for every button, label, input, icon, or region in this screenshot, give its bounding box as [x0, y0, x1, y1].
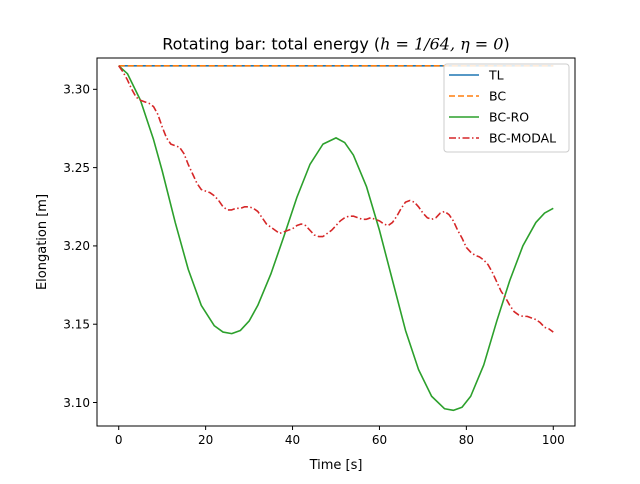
legend-label-bc: BC	[489, 89, 506, 104]
x-tick-label: 80	[459, 433, 474, 447]
x-tick-label: 100	[542, 433, 565, 447]
legend-label-bc-modal: BC-MODAL	[489, 131, 556, 146]
x-tick-label: 0	[115, 433, 123, 447]
x-axis-label: Time [s]	[309, 458, 363, 473]
x-tick-label: 60	[372, 433, 387, 447]
legend-box	[443, 63, 570, 153]
y-tick-label: 3.10	[63, 396, 90, 410]
y-axis-label: Elongation [m]	[35, 194, 50, 290]
legend: TL BC BC-RO BC-MODAL	[443, 63, 570, 153]
series-line-bc-ro	[118, 65, 554, 412]
legend-label-bc-ro: BC-RO	[489, 110, 529, 125]
chart-title: Rotating bar: total energy (h = 1/64, η …	[162, 35, 509, 54]
y-tick-label: 3.30	[63, 83, 90, 97]
x-tick-label: 40	[285, 433, 300, 447]
y-tick-label: 3.20	[63, 239, 90, 253]
plot-frame	[96, 57, 576, 427]
y-axis-ticks: 3.10 3.15 3.20 3.25 3.30	[63, 83, 97, 410]
x-tick-label: 20	[198, 433, 213, 447]
y-tick-label: 3.15	[63, 318, 90, 332]
legend-label-tl: TL	[488, 68, 504, 83]
x-axis-ticks: 0 20 40 60 80 100	[115, 426, 565, 447]
series-line-bc-modal	[118, 65, 554, 333]
y-tick-label: 3.25	[63, 161, 90, 175]
